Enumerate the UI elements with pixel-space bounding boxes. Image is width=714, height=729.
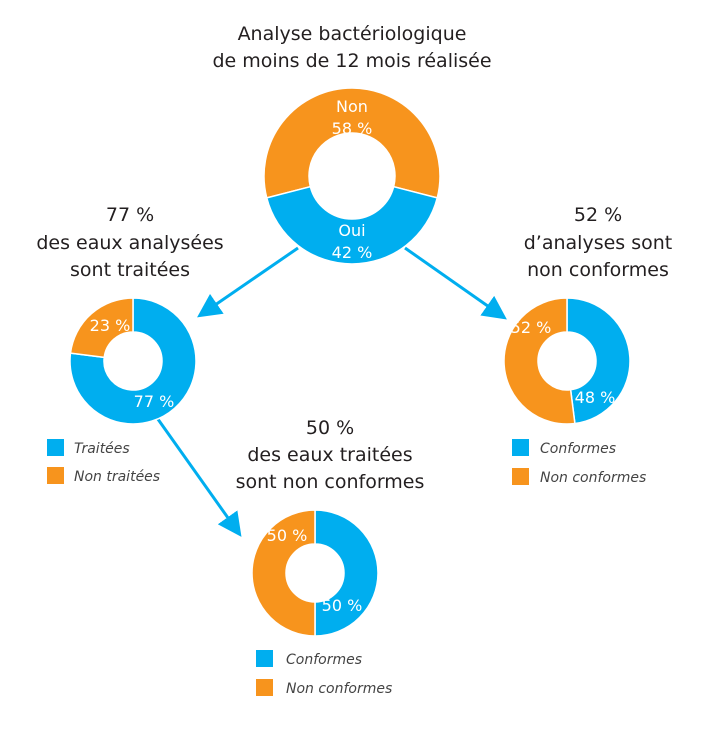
arrow-to-treated-conformity [153, 414, 242, 537]
legend-swatch-non-conformes [512, 468, 529, 485]
treated-conformity-title-3: sont non conformes [236, 471, 425, 493]
legend-swatch-non-conformes-2 [256, 679, 273, 696]
conformity-label-blue: 48 % [575, 388, 616, 407]
treated-label-blue: 77 % [134, 392, 175, 411]
conformity-slice-conformes [566, 297, 631, 425]
treated-conformity-title-1: 50 % [306, 417, 354, 439]
main-slice-oui [265, 185, 439, 265]
treated-title-1: 77 % [106, 204, 154, 226]
treated-conformity-slice-conformes [314, 509, 379, 637]
treated-label-orange: 23 % [90, 316, 131, 335]
treated-slice-traitées [69, 297, 197, 425]
main-oui-name: Oui [338, 221, 365, 240]
legend-swatch-non-traitees [47, 467, 64, 484]
main-slice-non [263, 87, 441, 199]
arrow-to-treated [197, 246, 299, 318]
main-oui-label: 42 % [332, 243, 373, 262]
legend-conformes: Conformes [540, 441, 616, 457]
treated-slice-non-traitées [69, 297, 134, 359]
main-non-label: 58 % [332, 119, 373, 138]
treated-conformity-slice-non-conformes [251, 509, 316, 637]
treated-conformity-title-2: des eaux traitées [247, 444, 412, 466]
treated-title-3: sont traitées [70, 259, 190, 281]
arrow-to-conformity [404, 246, 507, 320]
main-non-name: Non [336, 97, 368, 116]
conformity-title-1: 52 % [574, 204, 622, 226]
conformity-slice-non-conformes [503, 297, 576, 425]
legend-non-conformes: Non conformes [540, 470, 646, 486]
conformity-title-3: non conformes [527, 259, 669, 281]
conformity-label-orange: 52 % [511, 318, 552, 337]
treated-conformity-label-blue: 50 % [322, 596, 363, 615]
treated-title-2: des eaux analysées [36, 232, 223, 254]
legend-swatch-conformes [512, 439, 529, 456]
treated-conformity-label-orange: 50 % [267, 526, 308, 545]
conformity-title-2: d’analyses sont [524, 232, 673, 254]
legend-non-conformes-2: Non conformes [286, 681, 392, 697]
legend-conformes-2: Conformes [286, 652, 362, 668]
main-title-2: de moins de 12 mois réalisée [212, 50, 491, 72]
legend-non-traitees: Non traitées [74, 469, 160, 485]
main-title-1: Analyse bactériologique [238, 23, 467, 45]
legend-traitees: Traitées [74, 441, 130, 457]
legend-swatch-conformes-2 [256, 650, 273, 667]
legend-swatch-traitees [47, 439, 64, 456]
